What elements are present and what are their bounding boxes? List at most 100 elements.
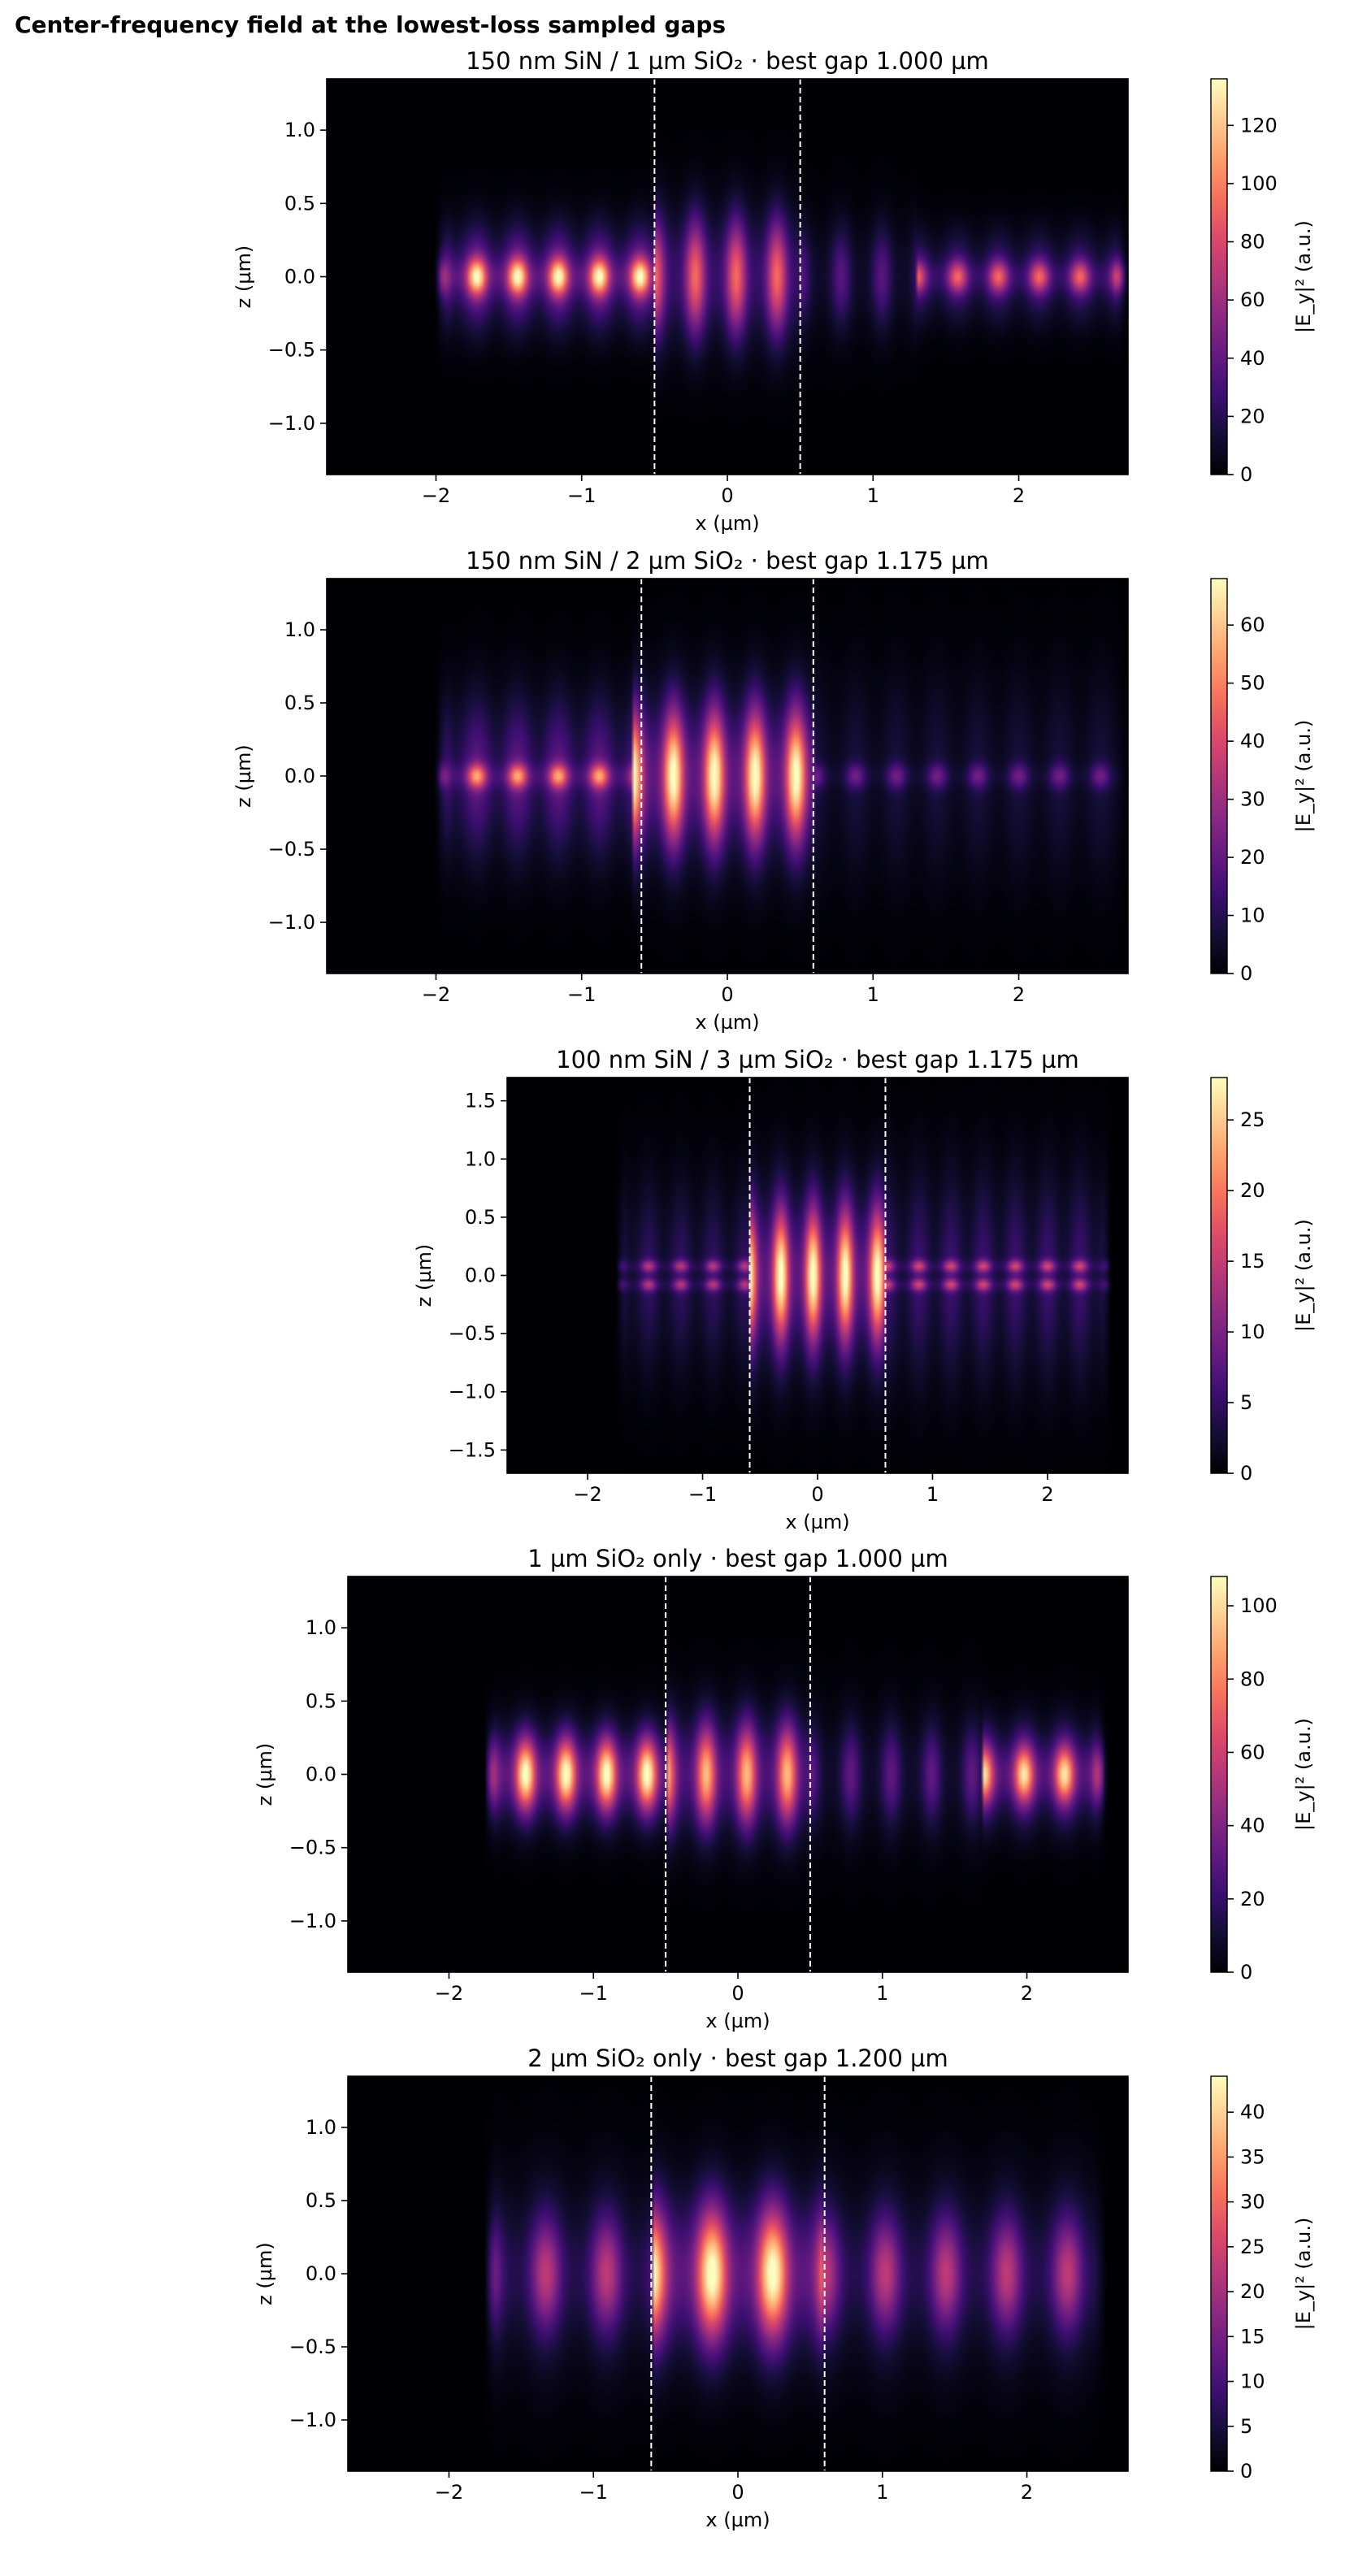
colorbar-tick-label: 30 (1240, 2191, 1265, 2214)
colorbar-tick-label: 0 (1240, 2460, 1252, 2483)
x-tick-label: 2 (1013, 484, 1025, 507)
panel-title: 150 nm SiN / 1 µm SiO₂ · best gap 1.000 … (466, 47, 989, 75)
colorbar-tick-label: 0 (1240, 1462, 1252, 1485)
y-axis-label: z (µm) (254, 2242, 276, 2305)
x-tick-label: −2 (422, 484, 450, 507)
y-tick-label: −0.5 (268, 838, 315, 861)
colorbar-tick-label: 50 (1240, 672, 1265, 695)
y-tick-label: −0.5 (289, 1837, 336, 1859)
colorbar-label: |E_y|² (a.u.) (1292, 1718, 1315, 1831)
panel-title: 2 µm SiO₂ only · best gap 1.200 µm (527, 2045, 948, 2072)
figure-suptitle: Center-frequency field at the lowest-los… (15, 11, 726, 38)
colorbar-tick-label: 80 (1240, 231, 1265, 254)
y-tick-label: 1.0 (306, 1616, 336, 1639)
y-tick-label: 0.5 (306, 2189, 336, 2212)
y-tick-label: −0.5 (289, 2335, 336, 2358)
colorbar-tick-label: 5 (1240, 1391, 1252, 1414)
y-axis-label: z (µm) (413, 1244, 436, 1308)
colorbar-tick-label: 20 (1240, 1179, 1265, 1202)
panel-3: 100 nm SiN / 3 µm SiO₂ · best gap 1.175 … (413, 1046, 1315, 1533)
x-tick-label: −2 (435, 2481, 463, 2504)
colorbar-tick-label: 60 (1240, 1741, 1265, 1763)
colorbar-tick-label: 20 (1240, 2280, 1265, 2303)
colorbar (1210, 78, 1228, 475)
colorbar-tick-label: 25 (1240, 2236, 1265, 2258)
x-tick-label: −1 (567, 484, 596, 507)
y-tick-label: 0.5 (284, 692, 315, 714)
heatmap-field (348, 2076, 1128, 2471)
x-tick-label: −1 (688, 1483, 717, 1506)
y-axis-label: z (µm) (232, 245, 255, 309)
y-tick-label: 0.0 (284, 765, 315, 787)
x-tick-label: −2 (435, 1982, 463, 2005)
y-tick-label: 0.5 (465, 1206, 496, 1229)
colorbar-tick-label: 20 (1240, 846, 1265, 869)
colorbar-tick-label: 10 (1240, 904, 1265, 927)
x-tick-label: 1 (926, 1483, 939, 1506)
x-tick-label: 0 (721, 484, 733, 507)
y-tick-label: 0.0 (465, 1264, 496, 1287)
colorbar-tick-label: 20 (1240, 405, 1265, 427)
colorbar-label: |E_y|² (a.u.) (1292, 1219, 1315, 1332)
heatmap-field (327, 579, 1128, 974)
y-tick-label: 1.0 (284, 618, 315, 641)
colorbar-tick-label: 100 (1240, 172, 1278, 195)
heatmap-field (348, 1576, 1128, 1972)
colorbar-tick-label: 40 (1240, 730, 1265, 752)
x-tick-label: −1 (567, 983, 596, 1006)
heatmap-field (507, 1078, 1128, 1473)
colorbar (1210, 578, 1228, 974)
panel-title: 1 µm SiO₂ only · best gap 1.000 µm (527, 1545, 948, 1572)
colorbar-label: |E_y|² (a.u.) (1292, 220, 1315, 333)
colorbar (1210, 1077, 1228, 1474)
panel-2: 150 nm SiN / 2 µm SiO₂ · best gap 1.175 … (232, 547, 1315, 1034)
y-tick-label: 0.0 (306, 2262, 336, 2285)
x-tick-label: 1 (876, 1982, 888, 2005)
panel-1: 150 nm SiN / 1 µm SiO₂ · best gap 1.000 … (232, 47, 1315, 535)
panel-title: 100 nm SiN / 3 µm SiO₂ · best gap 1.175 … (556, 1046, 1079, 1073)
y-tick-label: 1.0 (306, 2116, 336, 2139)
x-tick-label: −2 (573, 1483, 601, 1506)
colorbar-tick-label: 20 (1240, 1888, 1265, 1910)
x-tick-label: 2 (1013, 983, 1025, 1006)
colorbar-tick-label: 35 (1240, 2145, 1265, 2168)
y-tick-label: 0.5 (306, 1689, 336, 1712)
x-tick-label: −1 (579, 1982, 608, 2005)
x-axis-label: x (µm) (695, 1011, 759, 1034)
colorbar-tick-label: 60 (1240, 288, 1265, 311)
y-tick-label: 0.5 (284, 192, 315, 215)
colorbar-tick-label: 40 (1240, 2101, 1265, 2123)
x-axis-label: x (µm) (705, 2010, 770, 2032)
colorbar-tick-label: 120 (1240, 114, 1278, 137)
y-axis-label: z (µm) (254, 1743, 276, 1806)
y-tick-label: −1.0 (449, 1381, 496, 1403)
colorbar-tick-label: 0 (1240, 962, 1252, 985)
y-tick-label: −0.5 (449, 1322, 496, 1345)
y-tick-label: 0.0 (306, 1763, 336, 1786)
x-tick-label: 0 (731, 2481, 744, 2504)
y-tick-label: −1.0 (289, 1910, 336, 1932)
y-tick-label: 1.5 (465, 1090, 496, 1112)
x-tick-label: 1 (867, 983, 879, 1006)
y-tick-label: −0.5 (268, 339, 315, 362)
x-tick-label: 2 (1021, 2481, 1033, 2504)
y-tick-label: −1.0 (268, 911, 315, 934)
colorbar (1210, 1576, 1228, 1973)
colorbar-tick-label: 15 (1240, 1250, 1265, 1273)
colorbar-tick-label: 0 (1240, 463, 1252, 486)
y-tick-label: 0.0 (284, 266, 315, 288)
x-axis-label: x (µm) (705, 2509, 770, 2531)
x-axis-label: x (µm) (695, 512, 759, 535)
y-axis-label: z (µm) (232, 744, 255, 808)
x-axis-label: x (µm) (785, 1511, 849, 1533)
y-tick-label: −1.5 (449, 1438, 496, 1461)
colorbar-tick-label: 60 (1240, 614, 1265, 636)
x-tick-label: 2 (1021, 1982, 1033, 2005)
x-tick-label: −1 (579, 2481, 608, 2504)
colorbar-tick-label: 40 (1240, 1815, 1265, 1837)
panel-4: 1 µm SiO₂ only · best gap 1.000 µm −2 −1 0 1… (254, 1545, 1315, 2032)
y-tick-label: 1.0 (465, 1147, 496, 1170)
colorbar-tick-label: 10 (1240, 1321, 1265, 1343)
panel-title: 150 nm SiN / 2 µm SiO₂ · best gap 1.175 … (466, 547, 989, 575)
